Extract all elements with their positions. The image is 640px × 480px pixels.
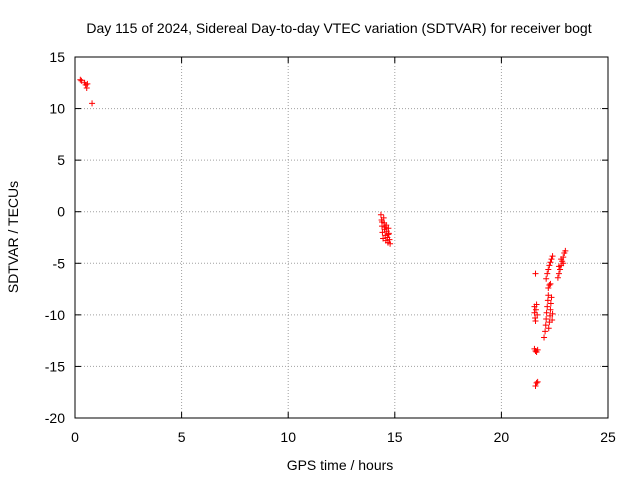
data-point: [77, 76, 84, 83]
data-point: [549, 253, 556, 260]
data-point: [545, 292, 552, 299]
data-point: [543, 315, 550, 322]
y-tick-label: -10: [45, 307, 65, 323]
data-point: [544, 297, 551, 304]
data-point: [387, 240, 394, 247]
data-point: [562, 247, 569, 254]
y-tick-label: -20: [45, 410, 65, 426]
data-point: [534, 311, 541, 318]
data-point: [545, 325, 552, 332]
x-tick-label: 20: [494, 429, 510, 445]
x-tick-label: 0: [71, 429, 79, 445]
plot-frame: [74, 56, 609, 419]
data-point: [379, 219, 386, 226]
data-point: [554, 274, 561, 281]
data-point: [532, 383, 539, 390]
x-tick-label: 25: [600, 429, 616, 445]
data-point: [558, 256, 565, 263]
data-point: [385, 225, 392, 232]
data-point: [385, 231, 392, 238]
x-tick-label: 15: [387, 429, 403, 445]
data-point: [543, 275, 550, 282]
y-tick-label: 0: [57, 204, 65, 220]
data-point: [379, 229, 386, 236]
grid: [75, 57, 608, 418]
data-point: [547, 280, 554, 287]
data-point: [546, 281, 553, 288]
data-point: [532, 306, 539, 313]
data-point: [533, 301, 540, 308]
data-point: [546, 262, 553, 269]
data-point: [547, 259, 554, 266]
data-point: [555, 270, 562, 277]
data-point: [377, 211, 384, 218]
chart-title: Day 115 of 2024, Sidereal Day-to-day VTE…: [86, 20, 591, 36]
data-point: [549, 317, 556, 324]
data-point: [89, 100, 96, 107]
data-point: [544, 270, 551, 277]
data-points: [77, 76, 569, 390]
data-point: [382, 224, 389, 231]
data-point: [386, 236, 393, 243]
data-point: [543, 309, 550, 316]
data-point: [84, 80, 91, 87]
y-tick-label: -15: [45, 358, 65, 374]
data-point: [78, 77, 85, 84]
data-point: [547, 306, 554, 313]
data-point: [532, 270, 539, 277]
data-point: [542, 328, 549, 335]
data-point: [532, 318, 539, 325]
data-point: [548, 256, 555, 263]
data-point: [534, 346, 541, 353]
data-point: [545, 285, 552, 292]
y-tick-label: 5: [57, 152, 65, 168]
data-point: [547, 300, 554, 307]
data-point: [560, 260, 567, 267]
data-point: [380, 214, 387, 221]
data-point: [542, 322, 549, 329]
y-tick-label: 10: [49, 101, 65, 117]
data-point: [534, 378, 541, 385]
data-point: [548, 294, 555, 301]
data-point: [533, 379, 540, 386]
data-point: [545, 266, 552, 273]
data-point: [557, 266, 564, 273]
y-tick-label: -5: [53, 255, 66, 271]
data-point: [555, 263, 562, 270]
y-tick-label: 15: [49, 49, 65, 65]
x-tick-label: 10: [280, 429, 296, 445]
data-point: [549, 310, 556, 317]
x-tick-label: 5: [178, 429, 186, 445]
x-axis-label: GPS time / hours: [287, 457, 394, 473]
data-point: [541, 334, 548, 341]
data-point: [83, 84, 90, 91]
data-point: [544, 303, 551, 310]
y-axis-label: SDTVAR / TECUs: [5, 181, 21, 293]
